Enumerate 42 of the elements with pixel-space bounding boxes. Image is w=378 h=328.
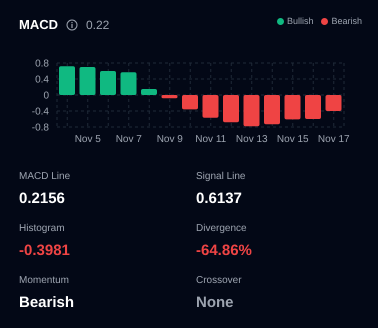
y-tick-label: -0.8 <box>32 122 50 134</box>
bar <box>284 95 300 120</box>
bar <box>59 66 75 95</box>
text: Histogram <box>19 222 66 236</box>
bar <box>223 95 239 122</box>
y-tick-label: 0 <box>43 90 50 102</box>
text: Signal Line <box>196 170 246 184</box>
text: 0.2156 <box>19 190 66 208</box>
legend-label: Bearish <box>330 16 362 26</box>
x-tick-label: Nov 15 <box>276 134 310 146</box>
x-tick-label: Nov 5 <box>74 134 102 146</box>
bar <box>100 71 116 95</box>
text: -0.3981 <box>19 242 71 260</box>
x-tick-label: Nov 7 <box>116 134 142 146</box>
chart-subtitle: 0.22 <box>86 18 110 32</box>
text: Momentum <box>19 274 70 288</box>
text: 0.6137 <box>196 190 243 208</box>
bar <box>326 95 342 111</box>
bar <box>162 95 178 98</box>
x-tick-label: Nov 17 <box>318 134 350 146</box>
bar <box>141 89 157 95</box>
x-tick-label: Nov 13 <box>236 134 268 146</box>
bar <box>80 67 96 95</box>
y-tick-label: 0.4 <box>35 74 50 86</box>
text: Divergence <box>196 222 248 236</box>
legend-label: Bullish <box>286 16 314 26</box>
y-tick-label: 0.8 <box>35 58 50 70</box>
text: Crossover <box>196 274 243 288</box>
text: Bearish <box>19 294 76 312</box>
bar <box>264 95 280 124</box>
chart-title: MACD <box>19 17 58 32</box>
x-tick-label: Nov 9 <box>156 134 184 146</box>
x-tick-label: Nov 11 <box>195 134 227 146</box>
bar <box>182 95 198 110</box>
text: None <box>196 294 234 312</box>
bar <box>202 95 218 118</box>
text: MACD Line <box>19 170 72 184</box>
text: -64.86% <box>196 242 253 260</box>
bar <box>120 72 136 95</box>
y-tick-label: -0.4 <box>32 106 50 118</box>
bar <box>305 95 321 119</box>
bar <box>244 95 260 126</box>
